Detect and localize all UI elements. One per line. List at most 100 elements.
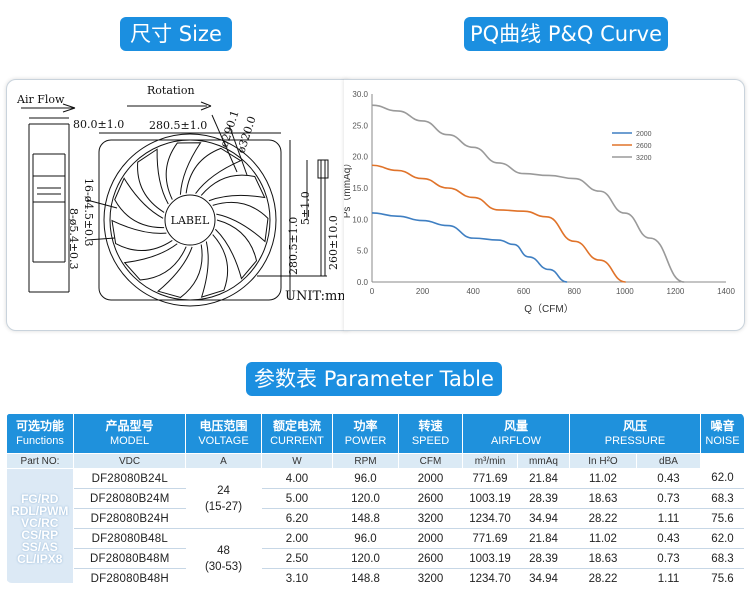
a-cell: 3.10 [261,568,333,583]
fan-blade [200,234,229,298]
rpm-cell: 2600 [398,488,463,509]
function-item: CL/IPX8 [17,551,63,566]
hub-label: LABEL [171,214,210,227]
table-row: DF28080B24M 5.00 120.0 2600 1003.19 28.39 18.6… [7,488,744,509]
header-functions: 可选功能 Functions [6,413,74,454]
height-dimension: 280.5±1.0 [287,217,300,275]
m3-cell: 21.84 [517,468,570,489]
legend-label: 2000 [636,131,652,138]
model-cell: DF28080B24M [73,488,186,509]
dba-cell: 62.0 [700,528,744,549]
size-header: 尺寸 Size [120,17,232,51]
unit-cell: A [185,453,262,469]
rpm-cell: 2000 [398,468,463,489]
y-tick-label: 5.0 [357,247,369,256]
inh2o-cell: 0.43 [636,528,701,549]
rotation-label: Rotation [147,84,195,97]
fan-blade [111,219,173,251]
inh2o-cell: 1.11 [636,508,701,529]
rpm-cell: 2600 [398,548,463,569]
x-tick-label: 1400 [717,287,735,296]
pq-curve-panel: 0 200 400 600 800 1000 1200 1400 0.0 5.0 10.0 15.0 2… [344,79,745,331]
rpm-cell: 3200 [398,568,463,583]
y-tick-label: 20.0 [352,153,368,162]
mmaq-cell: 18.63 [569,548,637,569]
unit-cell: VDC [73,453,186,469]
x-axis-label: Q（CFM） [524,303,573,315]
a-cell: 4.00 [261,468,333,489]
function-item: FG/RD [21,491,59,506]
series-line-2600 [371,164,626,283]
mmaq-cell: 28.22 [569,508,637,529]
mmaq-cell: 11.02 [569,528,637,549]
dba-cell: 75.6 [700,508,744,529]
mmaq-cell: 18.63 [569,488,637,509]
fan-blade [215,219,258,280]
unit-cell: Part NO: [6,453,74,469]
header-model: 产品型号 MODEL [73,413,186,454]
header-current: 额定电流 CURRENT [261,413,333,454]
dimension-drawing-panel: Air Flow 80.0±1.0 Rotation 280.5±1.0 [6,79,353,331]
inh2o-cell: 0.73 [636,548,701,569]
a-cell: 2.00 [261,528,333,549]
mmaq-cell: 11.02 [569,468,637,489]
cfm-cell: 1234.70 [462,568,518,583]
mmaq-cell: 28.22 [569,568,637,583]
unit-cell: mmAq [517,453,570,469]
fan-front-view [86,101,329,307]
unit-cell: dBA [636,453,701,469]
pq-curve-header: PQ曲线 P&Q Curve [464,17,668,51]
m3-cell: 28.39 [517,548,570,569]
unit-cell: RPM [332,453,399,469]
m3-cell: 21.84 [517,528,570,549]
w-cell: 96.0 [332,528,399,549]
fan-blade [165,142,202,200]
y-tick-label: 0.0 [357,278,369,287]
table-row: DF28080B24H 6.20 148.8 3200 1234.70 34.94 28.2… [7,508,744,529]
y-tick-label: 10.0 [352,215,368,224]
dba-cell: 75.6 [700,568,744,583]
inh2o-cell: 1.11 [636,568,701,583]
header-speed: 转速 SPEED [398,413,463,454]
model-cell: DF28080B24H [73,508,186,529]
dimension-drawing: Air Flow 80.0±1.0 Rotation 280.5±1.0 [16,84,350,307]
a-cell: 6.20 [261,508,333,529]
legend-label: 3200 [636,155,652,162]
inh2o-cell: 0.43 [636,468,701,489]
air-flow-label: Air Flow [16,93,65,106]
hole-dimension-8: 8-ø5.4±0.3 [67,208,80,270]
voltage-cell: 48 (30-53) [185,528,262,583]
y-tick-label: 15.0 [352,184,368,193]
function-item: VC/RC [21,515,59,530]
fan-blade [114,177,165,229]
m3-cell: 34.94 [517,568,570,583]
table-row: DF28080B48H 3.10 148.8 3200 1234.70 34.94 28.2… [7,568,744,583]
x-tick-label: 800 [568,287,582,296]
cfm-cell: 1234.70 [462,508,518,529]
rpm-cell: 3200 [398,508,463,529]
table-row: FG/RD RDL/PWM VC/RC CS/RP SS/AS CL/IPX8 DF2808… [6,468,744,583]
inh2o-cell: 0.73 [636,488,701,509]
m3-cell: 34.94 [517,508,570,529]
table-row: DF28080B48L 48 (30-53) 2.00 96.0 2000 771.69 21… [7,528,744,583]
x-tick-label: 0 [370,287,375,296]
unit-cell: CFM [398,453,463,469]
x-tick-label: 600 [517,287,531,296]
hole-dimension-16: 16-ø4.5±0.3 [82,178,95,247]
header-noise: 噪音 NOISE [700,413,744,454]
cfm-cell: 771.69 [462,528,518,549]
function-item: RDL/PWM [11,503,69,518]
fan-blade [200,174,266,202]
unit-cell: m³/min [462,453,518,469]
x-tick-label: 1000 [616,287,634,296]
fan-side-view [21,103,76,293]
w-cell: 148.8 [332,508,399,529]
fan-blade [123,243,187,281]
fan-blade [212,201,269,243]
model-cell: DF28080B48L [73,528,186,549]
parameter-table-header: 参数表 Parameter Table [246,362,502,396]
a-cell: 5.00 [261,488,333,509]
lead-strip-dimension: 5±1.0 [299,191,312,225]
w-cell: 148.8 [332,568,399,583]
parameter-table: 可选功能 Functions 产品型号 MODEL 电压范围 VOLTAGE 额定电流 CUR… [6,413,744,583]
